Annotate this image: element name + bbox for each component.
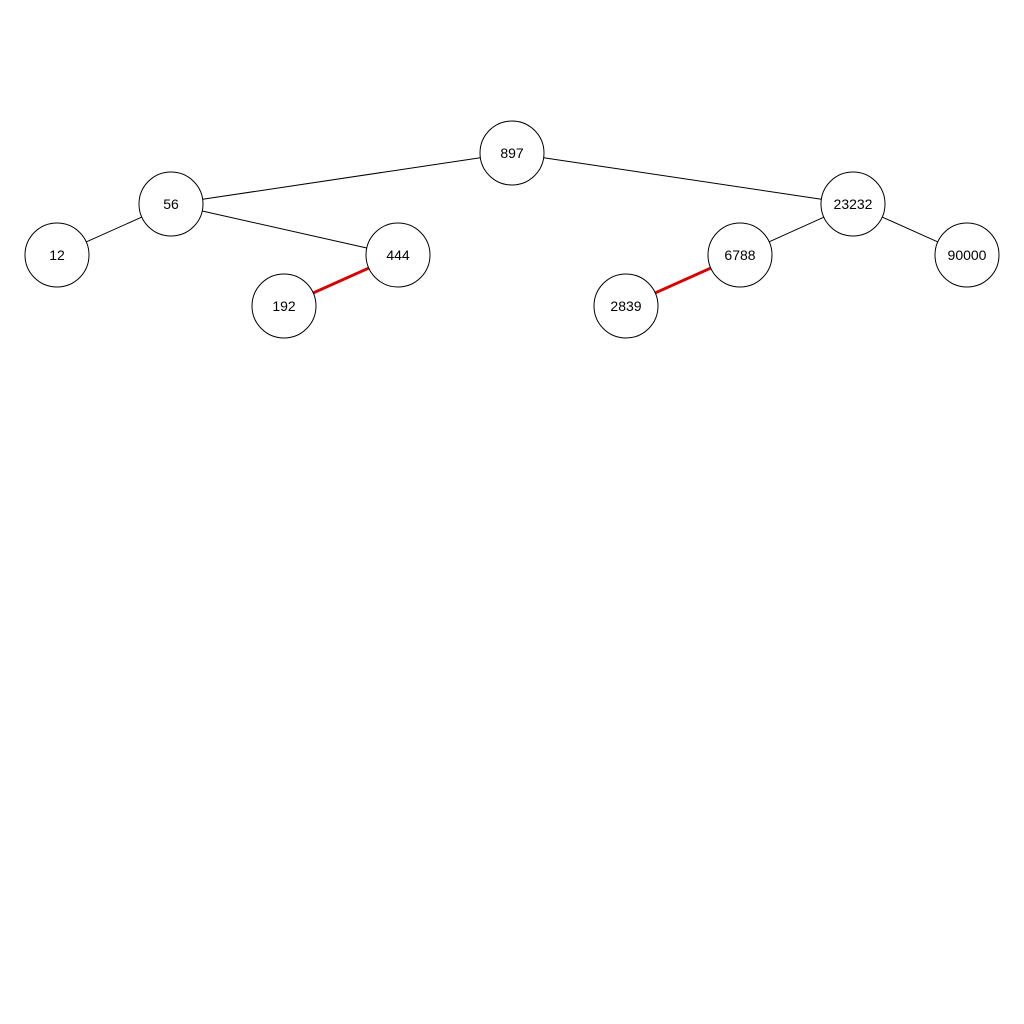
node-circle <box>138 171 204 237</box>
edge-897-56 <box>202 157 481 200</box>
tree-node-6788: 6788 <box>707 222 773 288</box>
edges-layer <box>86 157 938 295</box>
node-circle <box>365 222 431 288</box>
edge-56-12 <box>86 216 142 243</box>
node-circle <box>479 120 545 186</box>
node-label: 444 <box>386 247 410 263</box>
edge-56-444 <box>202 210 367 249</box>
tree-node-2839: 2839 <box>593 273 659 339</box>
node-circle <box>707 222 773 288</box>
edge-23232-6788 <box>768 216 825 243</box>
edge-444-192-red <box>312 266 370 295</box>
node-circle <box>24 222 90 288</box>
tree-node-23232: 23232 <box>820 171 886 237</box>
node-label: 12 <box>49 247 65 263</box>
node-label: 23232 <box>834 196 873 212</box>
node-label: 90000 <box>948 247 987 263</box>
node-circle <box>934 222 1000 288</box>
node-label: 56 <box>163 196 179 212</box>
node-label: 897 <box>500 145 524 161</box>
edge-6788-2839-red <box>654 266 712 295</box>
tree-node-444: 444 <box>365 222 431 288</box>
node-label: 2839 <box>610 298 641 314</box>
tree-node-897: 897 <box>479 120 545 186</box>
tree-node-90000: 90000 <box>934 222 1000 288</box>
tree-node-12: 12 <box>24 222 90 288</box>
node-circle <box>251 273 317 339</box>
tree-node-56: 56 <box>138 171 204 237</box>
node-label: 6788 <box>724 247 755 263</box>
node-label: 192 <box>272 298 296 314</box>
node-circle <box>820 171 886 237</box>
edge-23232-90000 <box>882 216 938 243</box>
node-circle <box>593 273 659 339</box>
nodes-layer: 897 56 23232 12 444 192 6788 90000 2839 <box>24 120 1000 339</box>
edge-897-23232 <box>543 157 822 200</box>
tree-node-192: 192 <box>251 273 317 339</box>
